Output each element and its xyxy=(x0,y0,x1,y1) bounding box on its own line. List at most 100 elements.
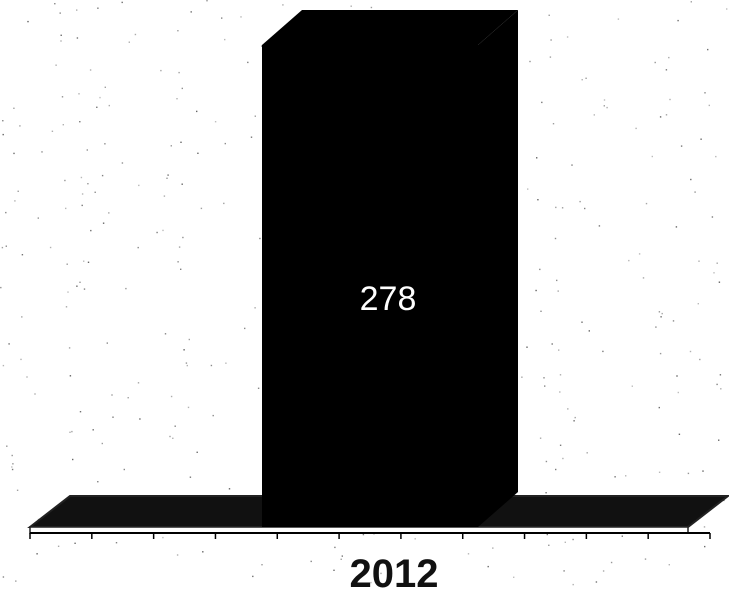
noise-dot xyxy=(594,114,595,115)
noise-dot xyxy=(415,538,416,539)
noise-dot xyxy=(225,363,226,364)
noise-dot xyxy=(713,272,714,273)
noise-dot xyxy=(80,411,81,412)
noise-dot xyxy=(690,351,691,352)
noise-dot xyxy=(188,407,189,408)
noise-dot xyxy=(202,551,203,552)
noise-dot xyxy=(639,253,640,254)
noise-dot xyxy=(719,282,720,283)
noise-dot xyxy=(704,92,705,93)
noise-dot xyxy=(76,286,77,287)
noise-dot xyxy=(311,561,312,562)
noise-dot xyxy=(546,461,547,462)
noise-dot xyxy=(614,476,615,477)
noise-dot xyxy=(726,8,727,9)
noise-dot xyxy=(660,316,661,317)
noise-dot xyxy=(223,203,224,204)
noise-dot xyxy=(109,105,110,106)
noise-dot xyxy=(87,183,88,184)
noise-dot xyxy=(666,69,667,70)
noise-dot xyxy=(550,56,551,57)
noise-dot xyxy=(720,388,721,389)
noise-dot xyxy=(160,70,161,71)
noise-dot xyxy=(694,191,695,192)
noise-dot xyxy=(668,57,669,58)
noise-dot xyxy=(702,470,703,471)
noise-dot xyxy=(171,145,172,146)
noise-dot xyxy=(54,3,55,4)
noise-dot xyxy=(18,191,19,192)
noise-dot xyxy=(14,200,15,201)
noise-dot xyxy=(581,322,582,323)
noise-dot xyxy=(12,455,13,456)
noise-dot xyxy=(138,382,139,383)
noise-dot xyxy=(15,580,16,581)
noise-dot xyxy=(55,65,56,66)
noise-dot xyxy=(64,180,65,181)
noise-dot xyxy=(555,469,556,470)
noise-dot xyxy=(255,116,256,117)
noise-dot xyxy=(206,0,207,1)
noise-dot xyxy=(611,562,612,563)
noise-dot xyxy=(180,142,181,143)
noise-dot xyxy=(251,137,252,138)
noise-dot xyxy=(261,564,262,565)
noise-dot xyxy=(659,311,660,312)
noise-dot xyxy=(690,179,691,180)
noise-dot xyxy=(11,466,12,467)
noise-dot xyxy=(6,446,7,447)
noise-dot xyxy=(545,492,546,493)
noise-dot xyxy=(182,237,183,238)
noise-dot xyxy=(513,577,514,578)
noise-dot xyxy=(93,429,94,430)
noise-dot xyxy=(259,238,260,239)
noise-dot xyxy=(3,134,4,135)
bars xyxy=(262,10,518,527)
noise-dot xyxy=(102,175,103,176)
noise-dot xyxy=(197,452,198,453)
noise-dot xyxy=(67,291,68,292)
noise-dot xyxy=(575,417,576,418)
noise-dot xyxy=(6,246,7,247)
noise-dot xyxy=(215,121,216,122)
noise-dot xyxy=(104,143,105,144)
noise-dot xyxy=(718,440,719,441)
noise-dot xyxy=(178,72,179,73)
noise-dot xyxy=(258,388,259,389)
noise-dot xyxy=(646,203,647,204)
noise-dot xyxy=(707,49,708,50)
noise-dot xyxy=(678,392,679,393)
noise-dot xyxy=(666,114,667,115)
noise-dot xyxy=(99,97,100,98)
noise-dot xyxy=(704,526,705,527)
x-category-label: 2012 xyxy=(350,552,439,591)
noise-dot xyxy=(225,143,226,144)
noise-dot xyxy=(36,553,37,554)
noise-dot xyxy=(164,195,165,196)
noise-dot xyxy=(579,201,580,202)
noise-dot xyxy=(562,458,563,459)
noise-dot xyxy=(97,481,98,482)
noise-dot xyxy=(69,432,70,433)
noise-dot xyxy=(129,42,130,43)
noise-dot xyxy=(19,125,20,126)
noise-dot xyxy=(669,99,670,100)
noise-dot xyxy=(492,547,493,548)
noise-dot xyxy=(116,542,117,543)
noise-dot xyxy=(180,269,181,270)
noise-dot xyxy=(537,199,538,200)
noise-dot xyxy=(468,553,469,554)
noise-dot xyxy=(79,121,80,122)
noise-dot xyxy=(3,576,4,577)
noise-dot xyxy=(628,260,629,261)
bar-value-label: 278 xyxy=(360,280,417,318)
noise-dot xyxy=(691,1,692,2)
noise-dot xyxy=(655,326,656,327)
noise-dot xyxy=(539,269,540,270)
noise-dot xyxy=(84,288,85,289)
noise-dot xyxy=(716,384,717,385)
noise-dot xyxy=(221,17,222,18)
noise-dot xyxy=(572,539,573,540)
